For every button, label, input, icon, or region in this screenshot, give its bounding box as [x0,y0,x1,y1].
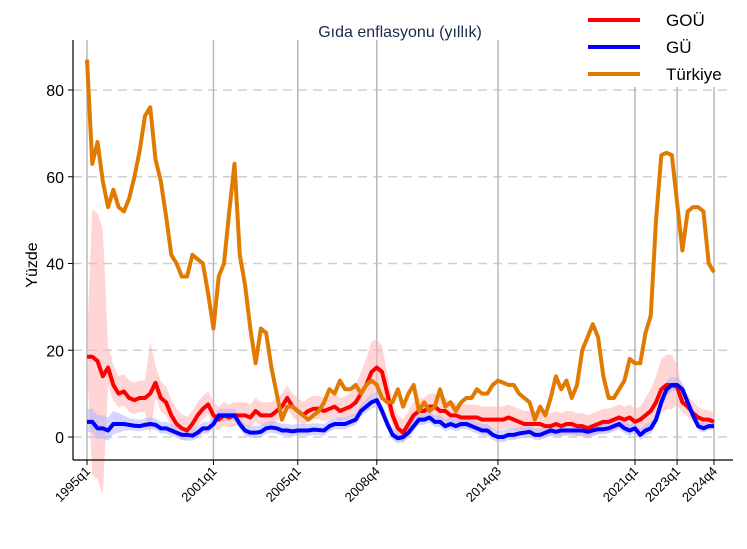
x-tick-label: 2024q4 [679,464,720,505]
series-line-GÜ [87,382,714,441]
series-line-GOÜ [87,354,715,435]
legend: GOÜ GÜ Türkiye [580,5,745,87]
confidence-bands [87,209,714,495]
y-tick-label: 40 [46,257,64,274]
x-tick-label: 2023q1 [642,464,683,505]
x-tick-label: 2001q1 [178,464,219,505]
y-tick-label: 0 [55,430,64,447]
y-tick-label: 80 [46,83,64,100]
gridlines [73,89,733,438]
y-axis-label: Yüzde [24,242,41,287]
series-lines [85,59,716,441]
band-GOÜ [87,209,714,495]
x-tick-label: 2005q1 [263,464,304,505]
y-tick-label: 60 [46,170,64,187]
x-tick-label: 1995q1 [52,464,93,505]
x-tick-label: 2008q4 [342,464,383,505]
legend-label-Türkiye: Türkiye [666,65,722,84]
x-tick-label: 2021q1 [600,464,641,505]
legend-label-GÜ: GÜ [666,38,692,57]
x-tick-label: 2014q3 [463,464,504,505]
y-tick-label: 20 [46,343,64,360]
chart-title: Gıda enflasyonu (yıllık) [318,24,482,41]
legend-label-GOÜ: GOÜ [666,11,705,30]
series-line-Türkiye [85,59,716,422]
